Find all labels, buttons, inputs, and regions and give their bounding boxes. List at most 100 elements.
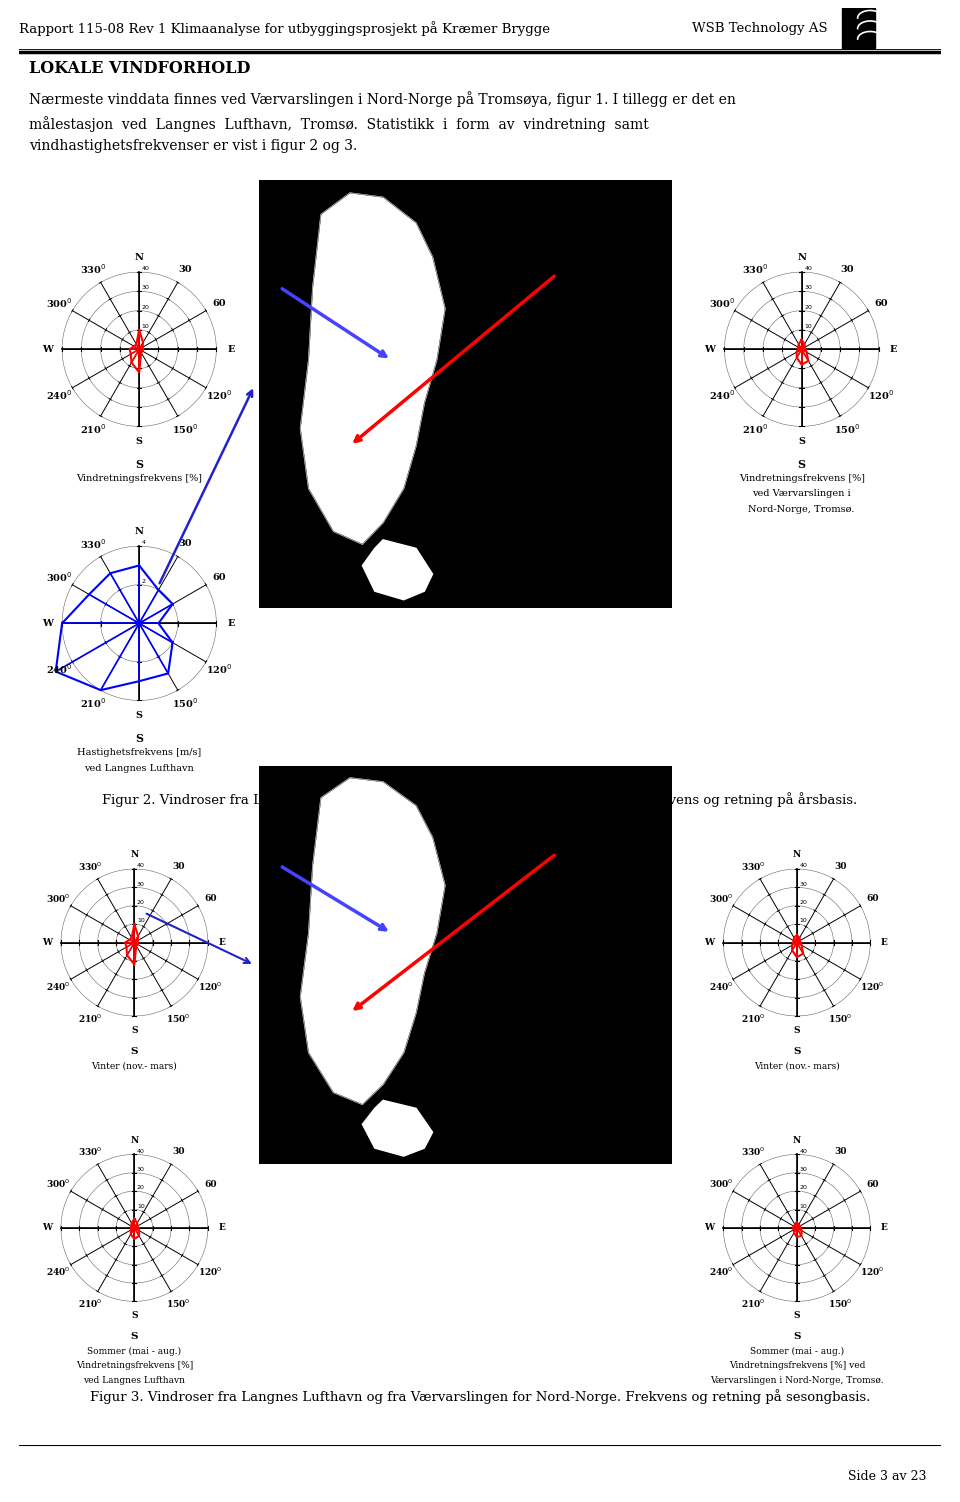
Text: 210$^0$: 210$^0$ [742,422,769,436]
Text: 20: 20 [804,305,812,309]
Text: 210$^0$: 210$^0$ [79,1298,103,1310]
Text: 300$^0$: 300$^0$ [46,296,73,309]
Text: 20: 20 [137,1185,145,1190]
Text: 300$^0$: 300$^0$ [708,1178,733,1190]
Text: 210$^0$: 210$^0$ [80,422,107,436]
Text: 30: 30 [179,539,192,548]
Text: 60: 60 [867,894,879,903]
Text: 60: 60 [867,1179,879,1188]
Text: 10: 10 [142,324,150,329]
Text: 40: 40 [800,1149,807,1154]
Text: 150$^0$: 150$^0$ [166,1298,190,1310]
Text: 120$^0$: 120$^0$ [198,1266,223,1278]
Text: 210$^0$: 210$^0$ [80,695,107,710]
Text: 330$^0$: 330$^0$ [741,861,765,873]
Text: 20: 20 [800,900,807,904]
Text: 30: 30 [137,882,145,886]
Text: 150$^0$: 150$^0$ [834,422,861,436]
Text: 30: 30 [142,285,150,290]
Text: S: S [135,437,143,446]
Text: E: E [881,939,888,946]
Text: 210$^0$: 210$^0$ [741,1012,765,1024]
Text: 300$^0$: 300$^0$ [46,1178,71,1190]
Text: W: W [41,939,52,946]
Text: N: N [134,252,144,261]
Text: 10: 10 [800,1203,807,1209]
Text: Figur 2. Vindroser fra Langnes Lufthavn og fra Værvarslingen for Nord-Norge. Fre: Figur 2. Vindroser fra Langnes Lufthavn … [103,793,857,807]
Text: 4: 4 [142,541,146,545]
Text: ved Langnes Lufthavn: ved Langnes Lufthavn [84,763,194,772]
Text: N: N [134,527,144,536]
Text: 300$^0$: 300$^0$ [46,571,73,584]
Text: 40: 40 [800,864,807,868]
Text: 60: 60 [204,1179,217,1188]
Text: 300$^0$: 300$^0$ [708,892,733,904]
Text: Vinter (nov.- mars): Vinter (nov.- mars) [754,1060,840,1069]
Text: 30: 30 [834,1148,847,1157]
Text: S: S [135,458,143,470]
Text: 20: 20 [142,305,150,309]
Text: 10: 10 [137,918,145,924]
Text: W: W [704,345,715,353]
Text: S: S [131,1047,138,1056]
Text: 240$^0$: 240$^0$ [46,662,73,676]
Text: 30: 30 [172,862,184,871]
Text: 60: 60 [204,894,217,903]
Text: Side 3 av 23: Side 3 av 23 [849,1470,927,1482]
Text: S: S [794,1311,800,1320]
Text: 120$^0$: 120$^0$ [205,389,232,403]
Text: 120$^0$: 120$^0$ [205,662,232,676]
Text: Tromsøya: Tromsøya [362,230,420,242]
Text: 30: 30 [137,1167,145,1172]
Text: 30: 30 [804,285,812,290]
Text: ved Værvarslingen i: ved Værvarslingen i [753,490,851,499]
Text: 150$^0$: 150$^0$ [828,1298,852,1310]
Polygon shape [466,774,631,1065]
Text: Vindretningsfrekvens [%] ved: Vindretningsfrekvens [%] ved [729,1361,865,1370]
Text: N: N [793,1136,801,1145]
Text: N: N [793,850,801,859]
Text: E: E [228,619,235,628]
Text: S: S [798,458,805,470]
Text: Tromsøya: Tromsøya [362,811,420,825]
Text: 300$^0$: 300$^0$ [46,892,71,904]
Text: 150$^0$: 150$^0$ [166,1012,190,1024]
Polygon shape [363,539,433,599]
Text: 120$^0$: 120$^0$ [860,981,885,993]
Text: 40: 40 [137,864,145,868]
Text: Figur 3. Vindroser fra Langnes Lufthavn og fra Værvarslingen for Nord-Norge. Fre: Figur 3. Vindroser fra Langnes Lufthavn … [90,1389,870,1403]
Text: 60: 60 [212,572,226,581]
Text: S: S [131,1332,138,1341]
Text: 10: 10 [137,1203,145,1209]
Text: S: S [798,437,805,446]
Text: 330$^0$: 330$^0$ [742,263,769,276]
Text: Sommer (mai - aug.): Sommer (mai - aug.) [87,1346,181,1355]
Text: WSB Technology AS: WSB Technology AS [692,23,828,35]
Text: ved Langnes Lufthavn: ved Langnes Lufthavn [84,1376,185,1385]
Text: 330$^0$: 330$^0$ [80,536,107,551]
Text: S: S [135,733,143,743]
Text: Nord-Norge, Tromsø.: Nord-Norge, Tromsø. [749,505,854,514]
Text: 240$^0$: 240$^0$ [708,1266,733,1278]
Text: N: N [131,1136,138,1145]
Text: W: W [41,619,53,628]
Text: S: S [793,1047,801,1056]
Text: 210$^0$: 210$^0$ [741,1298,765,1310]
Text: S: S [132,1311,137,1320]
Text: S: S [793,1332,801,1341]
Text: 240$^0$: 240$^0$ [46,1266,71,1278]
Text: W: W [41,1224,52,1232]
Text: E: E [219,1224,226,1232]
Text: 330$^0$: 330$^0$ [79,861,103,873]
Text: S: S [794,1026,800,1035]
Text: N: N [797,252,806,261]
Text: E: E [228,345,235,353]
Text: S: S [132,1026,137,1035]
Text: 240$^0$: 240$^0$ [46,389,73,403]
Text: 150$^0$: 150$^0$ [172,695,199,710]
Text: 40: 40 [804,266,812,272]
Text: LOKALE VINDFORHOLD: LOKALE VINDFORHOLD [29,60,251,77]
Text: 120$^0$: 120$^0$ [868,389,895,403]
Text: 240$^0$: 240$^0$ [46,981,71,993]
Polygon shape [300,194,445,544]
